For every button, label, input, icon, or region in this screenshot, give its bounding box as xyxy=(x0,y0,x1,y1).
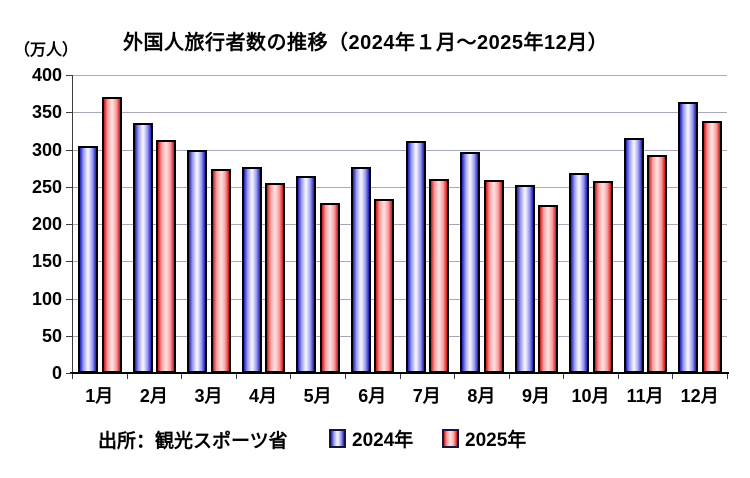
bar-2024年-6月 xyxy=(350,167,371,373)
x-tick-11 xyxy=(672,374,674,379)
gridline-350 xyxy=(72,112,727,114)
bar-2025年-9月 xyxy=(538,205,559,373)
bar-2025年-12月 xyxy=(701,121,722,373)
x-tick-5 xyxy=(344,374,346,379)
bar-2024年-5月 xyxy=(296,176,317,373)
x-tick-3 xyxy=(235,374,237,379)
x-axis-label-12月: 12月 xyxy=(680,386,719,406)
bar-2025年-11月 xyxy=(647,154,668,373)
y-axis-label-250: 250 xyxy=(31,176,62,197)
bar-2024年-10月 xyxy=(569,172,590,373)
bar-2024年-2月 xyxy=(132,122,153,373)
y-axis-label-0: 0 xyxy=(51,363,62,383)
x-axis-line xyxy=(70,372,729,374)
bar-2025年-4月 xyxy=(265,183,286,373)
x-axis-label-1月: 1月 xyxy=(85,386,114,406)
y-tick-50 xyxy=(66,335,72,337)
y-tick-200 xyxy=(66,224,72,225)
x-axis-label-5月: 5月 xyxy=(303,386,332,406)
y-tick-150 xyxy=(66,261,72,263)
x-axis-label-9月: 9月 xyxy=(521,386,550,406)
bar-2025年-7月 xyxy=(429,178,449,373)
gridline-250 xyxy=(72,186,727,188)
chart-title: 外国人旅行者数の推移（2024年１月～2025年12月） xyxy=(123,32,609,54)
y-axis-label-300: 300 xyxy=(31,139,62,160)
legend-swatch-2024-icon xyxy=(329,429,346,448)
x-axis-label-7月: 7月 xyxy=(412,386,441,406)
bar-2024年-7月 xyxy=(405,140,426,373)
legend-swatch-2025-icon xyxy=(442,429,459,448)
x-tick-8 xyxy=(508,374,510,379)
x-axis-label-2月: 2月 xyxy=(139,386,168,406)
plot-area xyxy=(72,75,727,373)
x-tick-2 xyxy=(181,374,183,379)
bar-2025年-10月 xyxy=(592,180,613,373)
x-tick-6 xyxy=(399,374,401,379)
x-axis-label-11月: 11月 xyxy=(626,386,664,406)
y-tick-100 xyxy=(66,298,72,300)
y-tick-400 xyxy=(66,75,72,76)
bar-2025年-6月 xyxy=(374,199,395,373)
gridline-400 xyxy=(72,75,727,76)
bar-2025年-8月 xyxy=(483,180,504,373)
bar-2024年-9月 xyxy=(514,185,535,373)
y-axis-label-200: 200 xyxy=(31,214,62,234)
bar-2024年-1月 xyxy=(78,145,98,373)
bar-2024年-3月 xyxy=(187,149,208,373)
bar-2024年-4月 xyxy=(241,166,262,373)
gridline-50 xyxy=(72,335,727,337)
y-axis-label-50: 50 xyxy=(41,325,62,346)
x-tick-0 xyxy=(72,374,73,379)
bar-2025年-5月 xyxy=(319,203,340,373)
x-axis-label-4月: 4月 xyxy=(249,386,278,406)
y-tick-0 xyxy=(66,373,72,374)
x-tick-10 xyxy=(617,374,619,379)
bar-2024年-11月 xyxy=(623,137,644,373)
bar-2025年-1月 xyxy=(101,96,122,373)
x-tick-9 xyxy=(563,374,565,379)
bar-2024年-8月 xyxy=(460,151,481,373)
gridline-300 xyxy=(72,149,727,151)
x-axis-label-10月: 10月 xyxy=(571,386,610,406)
source-label: 出所：観光スポーツ省 xyxy=(98,431,288,452)
legend-label-2024: 2024年 xyxy=(352,430,414,451)
bar-2025年-2月 xyxy=(156,139,177,373)
legend-label-2025: 2025年 xyxy=(465,430,527,451)
gridline-100 xyxy=(72,298,727,300)
x-axis-label-3月: 3月 xyxy=(194,386,223,406)
x-axis-label-8月: 8月 xyxy=(467,386,496,406)
y-axis-line xyxy=(72,75,73,373)
y-axis-label-400: 400 xyxy=(31,65,62,85)
x-tick-4 xyxy=(290,374,292,379)
x-tick-7 xyxy=(454,374,456,379)
x-axis-label-6月: 6月 xyxy=(358,386,387,406)
gridline-150 xyxy=(72,261,727,263)
y-tick-350 xyxy=(66,112,72,114)
gridline-200 xyxy=(72,224,727,225)
x-tick-12 xyxy=(727,374,728,379)
x-tick-1 xyxy=(126,374,128,379)
y-axis-unit-label: （万人） xyxy=(14,42,79,59)
legend-item-2025: 2025年 xyxy=(442,425,526,452)
bar-2024年-12月 xyxy=(678,101,699,373)
y-tick-250 xyxy=(66,186,72,188)
y-axis-label-350: 350 xyxy=(31,102,62,123)
bar-2025年-3月 xyxy=(210,168,231,373)
legend-item-2024: 2024年 xyxy=(329,425,413,452)
y-axis-label-150: 150 xyxy=(31,251,62,272)
y-tick-300 xyxy=(66,149,72,151)
y-axis-label-100: 100 xyxy=(31,288,62,309)
